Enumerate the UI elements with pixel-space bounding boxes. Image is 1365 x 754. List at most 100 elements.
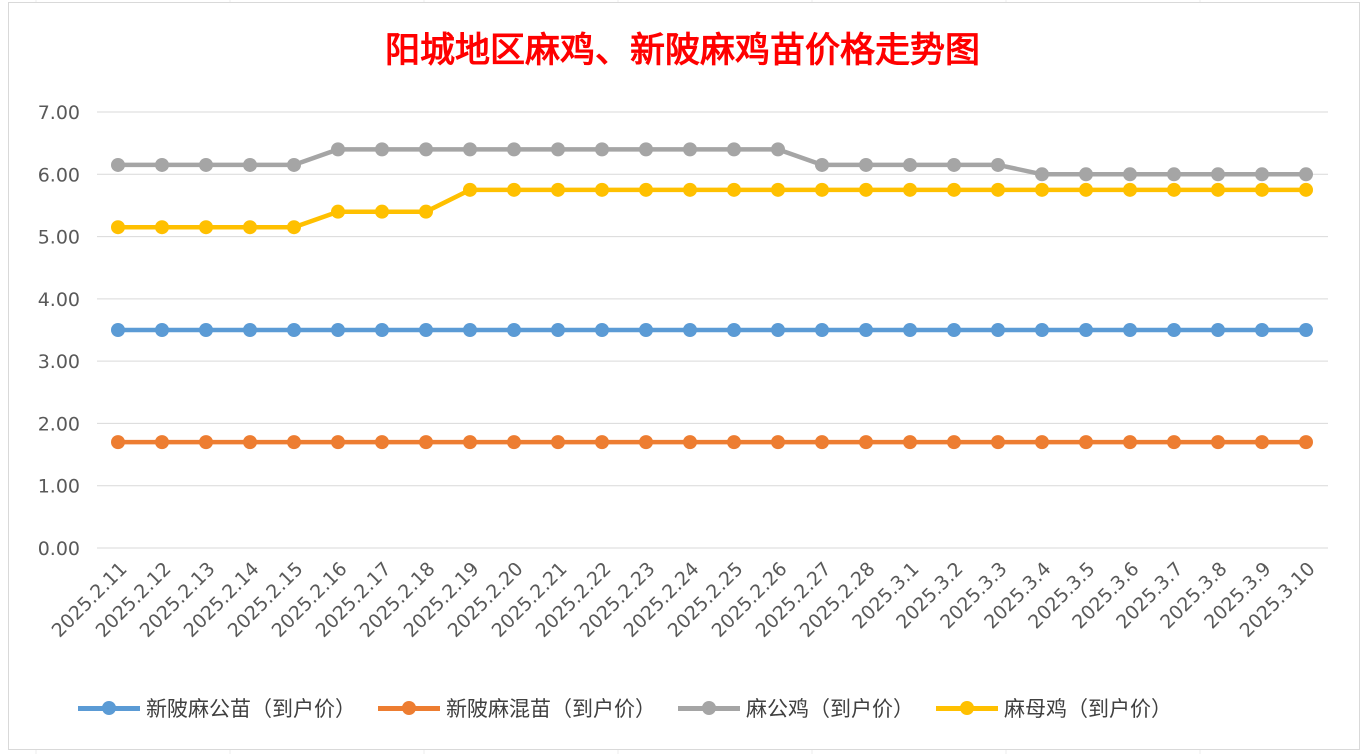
data-point-series-4: [551, 182, 565, 197]
data-point-series-3: [463, 142, 477, 157]
data-point-series-4: [331, 204, 345, 219]
chart-title: 阳城地区麻鸡、新陂麻鸡苗价格走势图: [384, 30, 980, 71]
data-point-series-4: [243, 220, 257, 235]
data-point-series-3: [1123, 167, 1137, 182]
y-tick-label: 1.00: [38, 476, 80, 498]
data-point-series-2: [683, 435, 697, 450]
data-point-series-1: [243, 323, 257, 337]
chart-legend: 新陂麻公苗（到户价） 新陂麻混苗（到户价） 麻公鸡（到户价） 麻母鸡（到户价）: [78, 692, 1194, 724]
data-point-series-4: [1299, 182, 1313, 197]
data-point-series-3: [287, 157, 301, 172]
y-tick-label: 3.00: [38, 351, 80, 373]
data-point-series-2: [1255, 435, 1269, 450]
data-point-series-1: [419, 323, 433, 337]
data-point-series-2: [727, 435, 741, 450]
data-point-series-3: [947, 157, 961, 172]
data-point-series-4: [419, 204, 433, 219]
data-point-series-4: [1255, 182, 1269, 197]
data-point-series-2: [859, 435, 873, 450]
legend-label-series-2: 新陂麻混苗（到户价）: [446, 697, 656, 721]
data-point-series-2: [463, 435, 477, 450]
data-point-series-3: [507, 142, 521, 157]
chart-area[interactable]: [8, 2, 1360, 750]
data-point-series-3: [683, 142, 697, 157]
data-point-series-4: [991, 182, 1005, 197]
data-point-series-4: [287, 220, 301, 235]
data-point-series-1: [551, 323, 565, 337]
data-point-series-4: [199, 220, 213, 235]
data-point-series-4: [1079, 182, 1093, 197]
data-point-series-4: [375, 204, 389, 219]
data-point-series-2: [815, 435, 829, 450]
data-point-series-4: [947, 182, 961, 197]
data-point-series-3: [1167, 167, 1181, 182]
legend-swatch-series-4: [936, 701, 998, 715]
data-point-series-3: [1255, 167, 1269, 182]
series-line-3: [115, 147, 1309, 177]
data-point-series-3: [771, 142, 785, 157]
data-point-series-4: [727, 182, 741, 197]
data-point-series-2: [639, 435, 653, 450]
data-point-series-3: [111, 157, 125, 172]
y-tick-label: 7.00: [38, 102, 80, 124]
data-point-series-1: [991, 323, 1005, 337]
data-point-series-3: [991, 157, 1005, 172]
data-point-series-2: [903, 435, 917, 450]
data-point-series-2: [1167, 435, 1181, 450]
data-point-series-1: [1079, 323, 1093, 337]
data-point-series-1: [727, 323, 741, 337]
data-point-series-2: [331, 435, 345, 450]
y-tick-label: 4.00: [38, 289, 80, 311]
legend-label-series-3: 麻公鸡（到户价）: [746, 697, 914, 721]
legend-item-series-1: 新陂麻公苗（到户价）: [78, 693, 356, 723]
data-point-series-3: [639, 142, 653, 157]
data-point-series-4: [155, 220, 169, 235]
data-point-series-4: [1035, 182, 1049, 197]
data-point-series-2: [1079, 435, 1093, 450]
legend-label-series-1: 新陂麻公苗（到户价）: [146, 697, 356, 721]
data-point-series-4: [639, 182, 653, 197]
data-point-series-2: [947, 435, 961, 450]
data-point-series-2: [1123, 435, 1137, 450]
data-point-series-4: [1167, 182, 1181, 197]
data-point-series-3: [375, 142, 389, 157]
data-point-series-3: [199, 157, 213, 172]
data-point-series-4: [683, 182, 697, 197]
data-point-series-4: [111, 220, 125, 235]
data-point-series-1: [859, 323, 873, 337]
data-point-series-2: [551, 435, 565, 450]
data-point-series-2: [1299, 435, 1313, 450]
data-point-series-1: [771, 323, 785, 337]
data-point-series-1: [375, 323, 389, 337]
data-point-series-2: [595, 435, 609, 450]
y-tick-label: 0.00: [38, 538, 80, 560]
legend-item-series-4: 麻母鸡（到户价）: [936, 693, 1172, 723]
data-point-series-3: [727, 142, 741, 157]
legend-swatch-series-1: [78, 701, 140, 715]
data-point-series-3: [595, 142, 609, 157]
data-point-series-2: [771, 435, 785, 450]
series-line-4: [115, 187, 1309, 230]
data-point-series-3: [815, 157, 829, 172]
data-point-series-1: [1123, 323, 1137, 337]
data-point-series-2: [1035, 435, 1049, 450]
data-point-series-1: [639, 323, 653, 337]
data-point-series-3: [243, 157, 257, 172]
data-point-series-1: [199, 323, 213, 337]
data-point-series-4: [1123, 182, 1137, 197]
data-point-series-2: [155, 435, 169, 450]
data-point-series-1: [947, 323, 961, 337]
data-point-series-2: [375, 435, 389, 450]
legend-item-series-3: 麻公鸡（到户价）: [678, 693, 914, 723]
data-point-series-3: [331, 142, 345, 157]
data-point-series-1: [463, 323, 477, 337]
data-point-series-2: [991, 435, 1005, 450]
data-point-series-1: [1035, 323, 1049, 337]
data-point-series-1: [1255, 323, 1269, 337]
data-point-series-1: [683, 323, 697, 337]
data-point-series-3: [1299, 167, 1313, 182]
data-point-series-3: [419, 142, 433, 157]
data-point-series-4: [507, 182, 521, 197]
data-point-series-1: [287, 323, 301, 337]
legend-swatch-series-2: [378, 701, 440, 715]
